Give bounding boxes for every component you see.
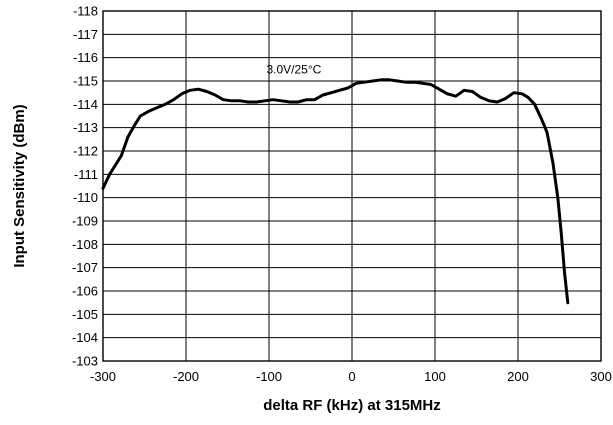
y-tick-label: -103	[72, 354, 98, 369]
y-tick-label: -110	[73, 190, 98, 205]
y-tick-label: -115	[73, 74, 98, 89]
y-tick-label: -108	[72, 237, 98, 252]
x-tick-label: 0	[348, 369, 355, 384]
x-tick-labels: -300 -200 -100 0 100 200 300	[90, 369, 612, 384]
y-tick-label: -113	[73, 120, 98, 135]
y-tick-label: -111	[74, 167, 98, 182]
x-tick-label: 100	[424, 369, 446, 384]
annotation-label: 3.0V/25°C	[266, 62, 321, 76]
x-tick-label: 200	[507, 369, 529, 384]
x-tick-label: -300	[90, 369, 116, 384]
x-tick-label: 300	[590, 369, 612, 384]
y-tick-label: -112	[73, 144, 98, 159]
y-tick-label: -117	[73, 27, 98, 42]
y-tick-label: -116	[73, 50, 98, 65]
y-tick-label: -106	[72, 284, 98, 299]
y-tick-label: -114	[73, 97, 98, 112]
x-tick-label: -200	[173, 369, 199, 384]
y-axis-title: Input Sensitivity (dBm)	[11, 104, 28, 267]
y-tick-labels: -118 -117 -116 -115 -114 -113 -112 -111 -110 -109…	[72, 4, 98, 369]
grid	[102, 10, 602, 362]
series-line	[101, 78, 570, 305]
x-axis-title: delta RF (kHz) at 315MHz	[263, 397, 441, 414]
y-tick-label: -109	[72, 214, 98, 229]
y-tick-label: -107	[72, 260, 98, 275]
x-tick-label: -100	[256, 369, 282, 384]
y-tick-label: -105	[72, 307, 98, 322]
y-tick-label: -104	[72, 330, 98, 345]
y-tick-label: -118	[73, 4, 98, 19]
